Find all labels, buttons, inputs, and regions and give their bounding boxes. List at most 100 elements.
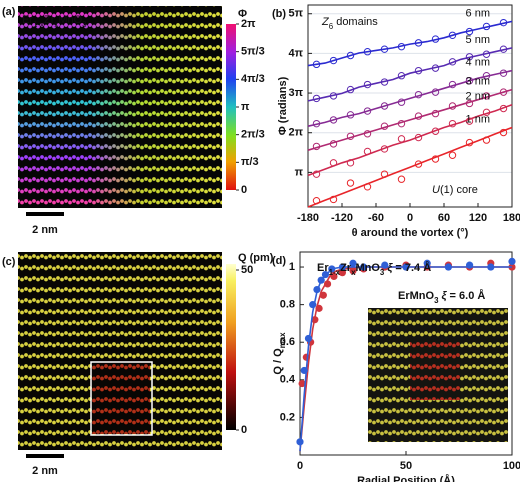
y-tick-label: 5π (288, 8, 303, 20)
text-piece: Z (321, 16, 330, 28)
x-tick-label: 60 (438, 212, 450, 224)
data-point (349, 259, 357, 267)
q-colorbar (226, 264, 236, 430)
series-label: ErMnO3 ξ = 6.0 Å (398, 289, 485, 305)
x-axis-label: Radial Position (Å) (357, 474, 455, 482)
colorbar-tick-label: 2π/3 (241, 129, 265, 141)
data-point (465, 77, 474, 85)
text-piece: ErMnO (398, 290, 435, 302)
series-label: Er1-xZrxMnO3 ξ = 7.4 Å (317, 261, 431, 277)
y-tick-label: 3π (288, 87, 303, 99)
data-point (508, 257, 516, 265)
fit-line (307, 47, 513, 102)
text-piece: = 6.0 Å (446, 289, 485, 302)
data-point (448, 151, 457, 159)
fit-line (307, 20, 513, 67)
fit-line (307, 88, 513, 151)
data-point (298, 379, 306, 388)
y-tick-label: 0.6 (280, 336, 295, 348)
text-piece: Er (22, 14, 33, 26)
x-tick-label: 180 (503, 212, 520, 224)
fit-line (307, 126, 513, 208)
series-label: 1 nm (466, 113, 490, 125)
data-point (329, 56, 338, 65)
data-point (338, 269, 346, 277)
series-label: 5 nm (466, 34, 490, 46)
y-tick-label: 0.2 (280, 411, 295, 423)
annotation: Z6 domains (321, 16, 378, 31)
colorbar-title: Q (pm) (238, 252, 274, 264)
plot-frame (299, 251, 513, 456)
text-piece: ξ (387, 262, 393, 274)
colorbar-tick-label: 2π (241, 18, 256, 30)
text-piece: 3 (434, 296, 439, 305)
y-axis-label: Q / Qmax (272, 332, 287, 375)
colorbar-tick-label: 5π/3 (241, 46, 265, 58)
q-map-dots (18, 252, 222, 450)
text-piece: ξ (442, 290, 448, 302)
series-label: 4 nm (466, 57, 490, 69)
inset-image-dots (368, 308, 508, 442)
text-piece: x (351, 268, 356, 277)
series-label: 2 nm (466, 91, 490, 103)
x-tick-label: 0 (297, 460, 303, 472)
x-tick-label: 0 (407, 212, 413, 224)
text-piece: Zr (340, 262, 352, 274)
data-point (330, 272, 338, 281)
panel-label: (a) (2, 6, 16, 18)
y-tick-label: 0.4 (280, 374, 296, 386)
colorbar-tick-label: π/3 (241, 156, 259, 168)
x-tick-label: 120 (469, 212, 487, 224)
annotation: U(1) core (432, 184, 478, 196)
series-label: 6 nm (466, 7, 490, 19)
y-axis-label: Φ (radians) (277, 76, 289, 135)
text-piece: 1-x (33, 20, 44, 29)
data-point (448, 31, 457, 39)
text-piece: Zr (44, 14, 55, 26)
data-point (346, 179, 355, 187)
data-point (397, 175, 406, 183)
panel-label: (d) (272, 255, 286, 267)
text-piece: max (278, 332, 287, 348)
y-tick-label: π (295, 166, 304, 178)
colorbar-tick-label: 4π/3 (241, 73, 265, 85)
zoom-box (90, 361, 153, 436)
data-point (319, 291, 327, 299)
fit-line (299, 266, 512, 452)
text-piece: Er (317, 262, 329, 274)
plot-frame (307, 4, 513, 208)
text-piece: (1) core (440, 184, 478, 196)
y-tick-label: 1 (289, 261, 295, 273)
colorbar-tick-label: 0 (241, 424, 247, 436)
text-piece: 6 (329, 22, 334, 31)
y-tick-label: 2π (288, 127, 303, 139)
colorbar-title: Φ (238, 8, 247, 20)
x-tick-label: 50 (400, 460, 412, 472)
sample-label: Er1-xZrxMnO3 (22, 14, 87, 29)
y-tick-label: 0.8 (280, 299, 295, 311)
plot-area (296, 257, 516, 452)
text-piece: Q / Q (272, 348, 284, 375)
data-point (380, 102, 389, 110)
colorbar-tick-label: π (241, 101, 250, 113)
text-piece: x (54, 20, 58, 29)
data-point (346, 51, 355, 60)
scale-bar-label: 2 nm (32, 465, 58, 477)
text-piece: U (432, 184, 440, 196)
text-piece: 3 (380, 268, 385, 277)
scale-bar-label: 2 nm (32, 224, 58, 236)
data-point (414, 160, 423, 168)
y-tick-label: 4π (288, 47, 303, 59)
colorbar-tick-label: 0 (241, 184, 247, 196)
phase-map-dots (18, 6, 222, 208)
fit-line (307, 69, 513, 127)
phi-colorbar (226, 24, 236, 190)
text-piece: MnO (58, 14, 82, 26)
series-label: 3 nm (466, 75, 490, 87)
text-piece: = 7.4 Å (392, 261, 431, 274)
data-point (397, 135, 406, 143)
text-piece: 1-x (329, 268, 341, 277)
plot-area (307, 18, 513, 208)
panel-label: (c) (2, 256, 16, 268)
